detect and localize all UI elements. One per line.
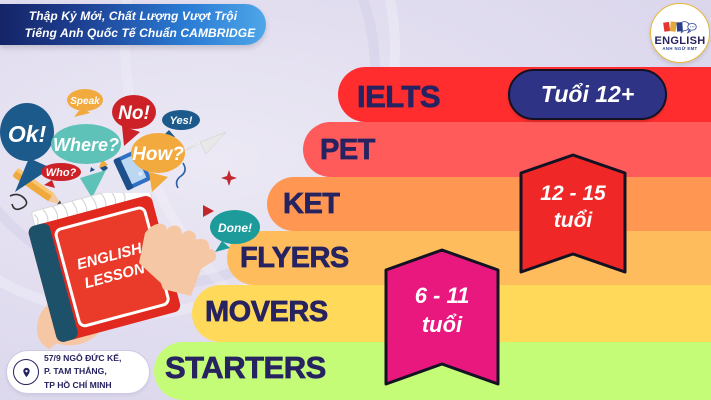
svg-text:No!: No! (118, 103, 150, 124)
svg-text:Done!: Done! (218, 221, 252, 235)
svg-text:Speak: Speak (70, 96, 100, 107)
svg-text:Yes!: Yes! (170, 115, 193, 127)
svg-text:Ok!: Ok! (8, 121, 47, 147)
svg-text:Where?: Where? (53, 135, 119, 155)
svg-text:Who?: Who? (46, 167, 77, 179)
svg-text:How?: How? (132, 144, 184, 165)
